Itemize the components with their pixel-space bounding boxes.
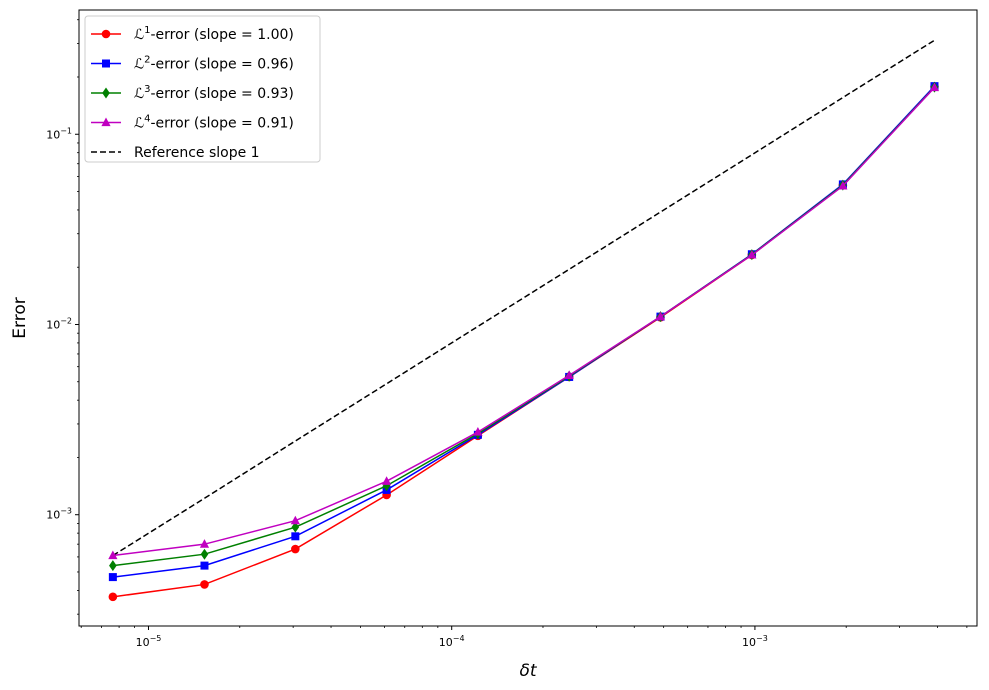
series-line	[112, 87, 936, 557]
x-tick-label: 10−5	[136, 634, 162, 649]
y-tick-label: 10−2	[46, 316, 72, 331]
data-point	[199, 539, 210, 548]
data-point	[108, 550, 118, 560]
legend-entry: ℒ1-error (slope = 1.00)	[91, 25, 294, 43]
data-point	[655, 311, 666, 321]
legend-label: ℒ2-error (slope = 0.96)	[134, 55, 294, 73]
data-point	[108, 573, 117, 582]
data-point	[291, 521, 300, 533]
series-4	[108, 82, 940, 560]
data-point	[291, 532, 300, 541]
legend-entry: ℒ2-error (slope = 0.96)	[91, 55, 294, 73]
legend-marker	[102, 59, 110, 68]
data-point	[838, 180, 848, 190]
data-point	[929, 82, 940, 92]
legend: ℒ1-error (slope = 1.00) ℒ2-error (slope =…	[84, 15, 321, 163]
data-point	[200, 580, 209, 589]
legend-label: ℒ3-error (slope = 0.93)	[134, 84, 294, 102]
legend-marker	[101, 117, 111, 127]
y-tick-label: 10−1	[46, 126, 72, 141]
x-tick-label: 10−3	[742, 634, 768, 649]
data-point	[382, 476, 392, 485]
legend-entry: ℒ3-error (slope = 0.93)	[91, 84, 294, 102]
data-point	[747, 249, 757, 259]
data-point	[108, 592, 118, 602]
plot-frame	[78, 9, 978, 627]
legend-entry: ℒ4-error (slope = 0.91)	[91, 114, 294, 132]
legend-label: Reference slope 1	[134, 145, 260, 161]
data-point	[200, 561, 209, 570]
data-point	[564, 370, 574, 379]
data-point	[200, 548, 209, 560]
data-point	[290, 515, 300, 525]
x-axis-label: δt	[519, 661, 537, 681]
legend-label: ℒ1-error (slope = 1.00)	[134, 25, 294, 43]
y-axis-label: Error	[10, 297, 30, 338]
data-point	[473, 427, 483, 436]
data-point	[291, 544, 300, 554]
legend-entry: Reference slope 1	[91, 145, 260, 161]
legend-label: ℒ4-error (slope = 0.91)	[134, 114, 294, 132]
data-point	[109, 560, 117, 572]
legend-box	[84, 15, 321, 163]
x-tick-label: 10−4	[439, 634, 465, 649]
legend-marker	[101, 29, 111, 39]
y-tick-label: 10−3	[46, 507, 72, 522]
legend-marker	[102, 87, 110, 99]
